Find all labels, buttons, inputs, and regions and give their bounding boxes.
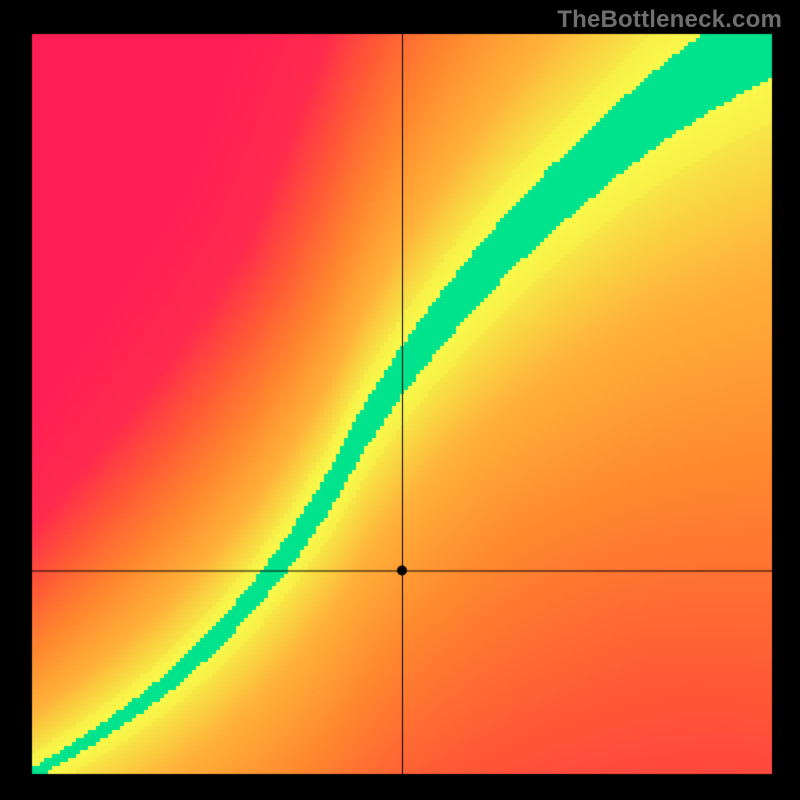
watermark-text: TheBottleneck.com [557,6,782,34]
chart-container: TheBottleneck.com [0,0,800,800]
heatmap-canvas [0,0,800,800]
